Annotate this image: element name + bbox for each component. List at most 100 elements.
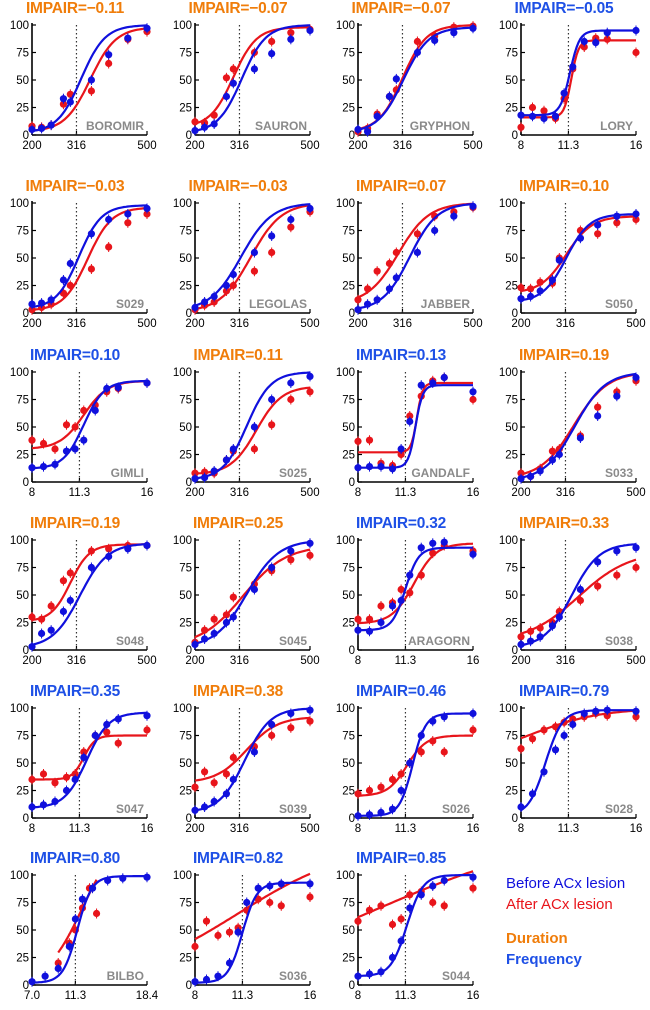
panel-title: IMPAIR=0.38 <box>192 683 284 700</box>
legend-before: Before ACx lesion <box>506 875 625 892</box>
data-point-after <box>268 731 276 740</box>
data-point-before <box>124 210 132 218</box>
data-point-after <box>62 421 71 429</box>
data-point-before <box>548 276 557 284</box>
data-point-before <box>229 445 237 453</box>
fit-curve-before <box>520 709 636 812</box>
y-tick-label: 75 <box>179 395 192 407</box>
data-point-before <box>440 876 448 885</box>
fit-curve-before <box>358 712 473 817</box>
data-point-after <box>103 728 111 736</box>
data-point-before <box>388 805 397 813</box>
data-point-before <box>28 643 36 651</box>
data-point-before <box>450 212 458 220</box>
data-point-after <box>632 48 640 57</box>
data-point-after <box>191 469 199 477</box>
x-tick-label: 200 <box>185 487 204 499</box>
data-point-before <box>388 953 397 962</box>
data-point-after <box>397 915 405 923</box>
plot-area: 0 25 50 75 100 200 316 500 LEGOLAS <box>173 198 320 330</box>
data-point-after <box>417 748 425 756</box>
x-tick-label: 11.3 <box>395 823 417 835</box>
data-point-after <box>548 447 557 455</box>
data-point-before <box>536 287 544 295</box>
x-tick-label: 200 <box>348 318 367 330</box>
panel-aragorn: IMPAIR=0.32 0 25 50 75 100 8 11.3 16 ARAGORN <box>326 515 480 675</box>
data-point-before <box>254 884 262 892</box>
panel-bilbo: IMPAIR=0.80 0 25 50 75 100 7.0 11.3 18.4 BILBO <box>0 850 159 1010</box>
y-tick-label: 50 <box>342 925 355 937</box>
data-point-after <box>517 745 525 753</box>
data-point-after <box>580 43 588 51</box>
fit-curve-before <box>520 213 637 302</box>
data-point-after <box>354 790 362 798</box>
x-tick-label: 316 <box>230 487 249 499</box>
animal-label: S028 <box>605 802 633 816</box>
data-point-before <box>80 436 88 444</box>
data-point-after <box>613 571 621 579</box>
y-tick-label: 25 <box>505 450 518 462</box>
y-tick-label: 75 <box>505 563 518 575</box>
data-point-after <box>210 298 218 306</box>
x-tick-label: 200 <box>22 318 41 330</box>
y-tick-label: 0 <box>512 645 518 657</box>
data-point-before <box>613 547 621 555</box>
y-tick-label: 50 <box>16 75 29 87</box>
data-point-after <box>66 569 74 577</box>
x-tick-label: 200 <box>511 487 530 499</box>
data-point-after <box>365 615 374 623</box>
plot-area: 0 25 50 75 100 200 316 500 S033 <box>499 367 646 499</box>
data-point-before <box>551 112 560 120</box>
data-point-after <box>200 626 209 634</box>
plot-area: 0 25 50 75 100 8 11.3 16 S028 <box>499 703 643 835</box>
data-point-after <box>124 219 132 227</box>
data-point-before <box>222 618 231 627</box>
data-point-after <box>250 445 259 453</box>
x-tick-label: 8 <box>355 655 361 667</box>
data-point-after <box>191 783 199 791</box>
fit-curve-before <box>194 881 310 984</box>
data-point-before <box>200 635 209 643</box>
panel-gryphon: IMPAIR=−0.07 0 25 50 75 100 200 316 500 GRYPHON <box>326 0 483 160</box>
data-point-before <box>229 775 237 784</box>
y-tick-label: 25 <box>16 450 29 462</box>
data-point-before <box>373 296 381 304</box>
data-point-after <box>377 602 385 610</box>
y-tick-label: 25 <box>179 450 192 462</box>
panel-title: IMPAIR=0.13 <box>355 347 447 364</box>
panel-title: IMPAIR=−0.05 <box>514 0 614 17</box>
data-point-before <box>47 626 55 634</box>
data-point-before <box>268 720 276 729</box>
panel-gimli: IMPAIR=0.10 0 25 50 75 100 8 11.3 16 GIMLI <box>0 347 154 507</box>
animal-label: S033 <box>605 466 633 480</box>
panel-title: IMPAIR=0.11 <box>193 347 283 364</box>
data-point-before <box>225 959 234 967</box>
data-point-before <box>354 812 362 820</box>
x-tick-label: 8 <box>355 990 361 1002</box>
y-tick-label: 0 <box>23 308 29 320</box>
data-point-before <box>440 538 448 546</box>
y-tick-label: 75 <box>505 48 518 60</box>
x-tick-label: 11.3 <box>395 990 417 1002</box>
x-tick-label: 500 <box>626 487 645 499</box>
y-tick-label: 100 <box>499 535 518 547</box>
data-point-after <box>306 893 314 901</box>
animal-label: GIMLI <box>111 466 144 480</box>
animal-label: S026 <box>442 802 470 816</box>
data-point-before <box>429 882 437 890</box>
data-point-before <box>229 270 237 279</box>
data-point-before <box>210 120 218 128</box>
data-point-before <box>417 731 425 740</box>
plot-area: 0 25 50 75 100 200 316 500 BOROMIR <box>10 20 157 152</box>
data-point-before <box>517 111 525 119</box>
fit-curve-before <box>521 29 636 117</box>
data-point-after <box>214 931 222 940</box>
data-point-before <box>39 801 48 809</box>
data-point-after <box>222 74 231 82</box>
x-tick-label: 8 <box>192 990 198 1002</box>
data-point-before <box>431 226 439 235</box>
animal-label: JABBER <box>421 297 471 311</box>
data-point-before <box>560 89 568 97</box>
data-point-after <box>105 545 113 553</box>
data-point-after <box>417 571 425 579</box>
